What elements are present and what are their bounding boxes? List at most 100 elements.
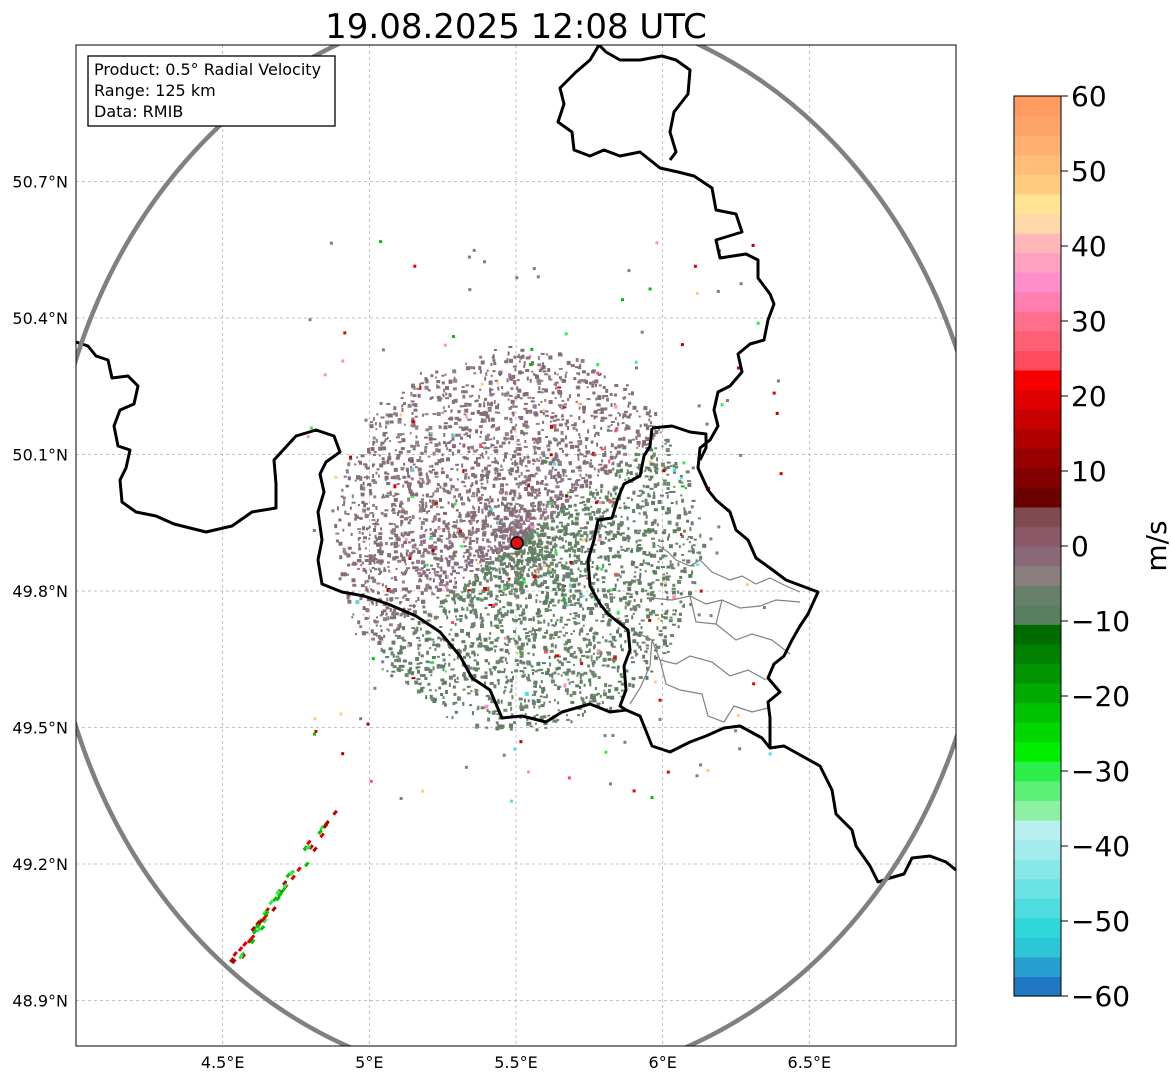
echo-pixel bbox=[636, 634, 639, 637]
echo-pixel bbox=[641, 641, 646, 644]
echo-pixel bbox=[567, 426, 569, 430]
echo-pixel bbox=[543, 460, 548, 463]
echo-pixel bbox=[530, 492, 533, 497]
echo-pixel bbox=[549, 453, 553, 457]
echo-pixel bbox=[421, 686, 425, 689]
echo-pixel bbox=[457, 410, 461, 413]
echo-pixel bbox=[659, 549, 663, 553]
echo-pixel bbox=[548, 542, 551, 545]
echo-pixel bbox=[501, 656, 505, 659]
echo-pixel bbox=[355, 600, 360, 605]
echo-pixel bbox=[614, 554, 619, 558]
echo-pixel bbox=[649, 598, 652, 602]
echo-pixel bbox=[429, 528, 432, 531]
echo-pixel bbox=[429, 647, 432, 650]
echo-pixel bbox=[597, 588, 599, 593]
echo-pixel bbox=[534, 577, 537, 581]
echo-pixel bbox=[342, 528, 345, 532]
echo-pixel bbox=[362, 567, 366, 572]
echo-pixel bbox=[518, 474, 521, 478]
echo-pixel bbox=[229, 957, 235, 963]
echo-pixel bbox=[338, 541, 343, 546]
echo-pixel bbox=[467, 496, 470, 501]
echo-pixel bbox=[579, 658, 582, 663]
echo-pixel bbox=[588, 462, 592, 467]
echo-pixel bbox=[540, 379, 544, 382]
echo-pixel bbox=[586, 499, 591, 503]
echo-pixel bbox=[410, 467, 414, 471]
echo-pixel bbox=[541, 459, 544, 463]
echo-pixel bbox=[480, 473, 484, 477]
echo-pixel bbox=[605, 595, 608, 599]
echo-pixel bbox=[361, 486, 366, 491]
echo-pixel bbox=[641, 443, 644, 448]
echo-pixel bbox=[529, 663, 532, 666]
echo-pixel bbox=[529, 535, 534, 539]
colorbar-segment bbox=[1014, 252, 1061, 273]
echo-pixel bbox=[609, 706, 613, 711]
echo-pixel bbox=[533, 715, 537, 719]
echo-pixel bbox=[696, 551, 700, 554]
echo-pixel bbox=[585, 461, 589, 464]
echo-pixel bbox=[487, 586, 490, 591]
echo-pixel bbox=[453, 531, 456, 535]
echo-pixel bbox=[420, 654, 424, 658]
echo-pixel bbox=[282, 883, 288, 889]
echo-pixel bbox=[649, 586, 653, 590]
echo-pixel bbox=[510, 609, 515, 614]
echo-pixel bbox=[644, 650, 648, 653]
echo-pixel bbox=[480, 643, 483, 648]
echo-pixel bbox=[606, 664, 610, 668]
echo-pixel bbox=[459, 566, 464, 569]
echo-pixel bbox=[501, 496, 505, 501]
echo-pixel bbox=[508, 579, 511, 582]
echo-pixel bbox=[579, 574, 582, 578]
echo-pixel bbox=[393, 615, 397, 620]
echo-pixel bbox=[479, 355, 483, 359]
echo-pixel bbox=[694, 581, 697, 585]
echo-pixel bbox=[607, 657, 612, 661]
echo-pixel bbox=[490, 393, 495, 396]
echo-pixel bbox=[371, 589, 375, 593]
echo-pixel bbox=[638, 489, 643, 492]
echo-pixel bbox=[557, 404, 562, 407]
echo-pixel bbox=[533, 633, 538, 637]
echo-pixel bbox=[575, 400, 578, 403]
echo-pixel bbox=[513, 721, 516, 725]
echo-pixel bbox=[752, 682, 756, 686]
echo-pixel bbox=[443, 607, 446, 611]
echo-pixel bbox=[612, 655, 615, 658]
echo-pixel bbox=[394, 634, 397, 637]
colorbar-segment bbox=[1014, 702, 1061, 723]
echo-pixel bbox=[546, 500, 551, 504]
echo-pixel bbox=[533, 374, 538, 377]
echo-pixel bbox=[519, 355, 523, 360]
echo-pixel bbox=[557, 709, 560, 712]
echo-pixel bbox=[515, 555, 518, 558]
echo-pixel bbox=[509, 376, 514, 381]
echo-pixel bbox=[471, 519, 476, 522]
echo-pixel bbox=[461, 390, 466, 394]
echo-pixel bbox=[532, 560, 537, 564]
echo-pixel bbox=[596, 363, 600, 367]
echo-pixel bbox=[499, 727, 504, 730]
echo-pixel bbox=[561, 578, 565, 582]
echo-pixel bbox=[580, 627, 583, 631]
colorbar-segment bbox=[1014, 232, 1061, 254]
echo-pixel bbox=[560, 430, 564, 435]
echo-pixel bbox=[638, 631, 643, 634]
echo-pixel bbox=[600, 620, 605, 623]
echo-pixel bbox=[371, 519, 376, 521]
echo-pixel bbox=[531, 669, 535, 672]
echo-pixel bbox=[471, 526, 474, 530]
echo-pixel bbox=[564, 380, 567, 383]
echo-pixel bbox=[493, 349, 497, 351]
echo-pixel bbox=[536, 531, 539, 536]
echo-pixel bbox=[523, 673, 526, 677]
echo-pixel bbox=[510, 557, 515, 562]
echo-pixel bbox=[358, 543, 361, 548]
echo-pixel bbox=[548, 700, 551, 703]
echo-pixel bbox=[575, 512, 580, 516]
echo-pixel bbox=[485, 552, 489, 557]
colorbar-segment bbox=[1014, 956, 1061, 978]
